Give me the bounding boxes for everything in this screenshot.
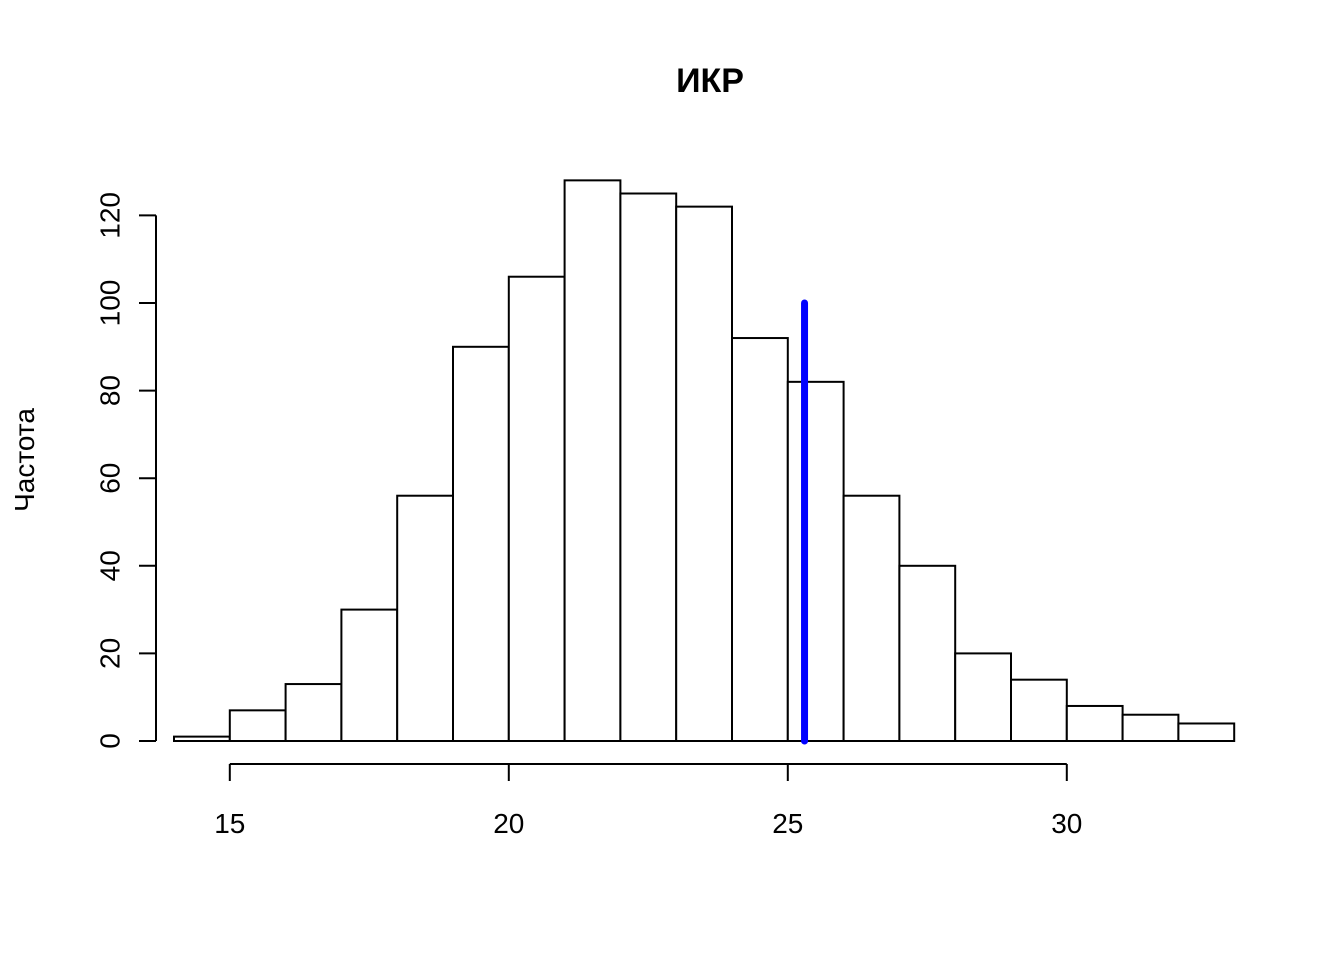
histogram-bar [284, 683, 343, 742]
histogram-bar [675, 205, 734, 742]
y-tick-label: 80 [95, 375, 126, 406]
histogram-bar [842, 494, 901, 742]
histogram-bar [507, 275, 566, 742]
histogram-bar [1177, 722, 1236, 742]
histogram-bar [228, 709, 287, 743]
bars-group [173, 179, 1236, 743]
histogram-bar [1065, 704, 1124, 743]
histogram-bar [452, 345, 510, 742]
chart-title: ИКР [676, 62, 744, 100]
histogram-bar [563, 179, 622, 743]
y-tick-label: 120 [95, 192, 126, 239]
histogram-bar [1121, 713, 1180, 742]
histogram-bar [619, 192, 678, 742]
y-tick-label: 60 [95, 463, 126, 494]
histogram-bar [898, 564, 957, 742]
y-tick-label: 40 [95, 550, 126, 581]
y-tick-label: 0 [95, 733, 126, 749]
histogram-bar [173, 735, 231, 742]
y-tick-label: 20 [95, 638, 126, 669]
y-axis-title: Частота [9, 408, 40, 512]
x-tick-label: 15 [214, 808, 245, 839]
y-tick-label: 100 [95, 280, 126, 327]
histogram-bar [731, 337, 789, 742]
x-tick-label: 30 [1051, 808, 1082, 839]
histogram-bar [786, 380, 845, 742]
histogram-bar [396, 494, 455, 742]
histogram-bar [1010, 678, 1068, 742]
y-axis: 0 20 40 60 80 100 120 [95, 192, 157, 749]
histogram-bar [340, 608, 399, 742]
histogram-bar [954, 652, 1013, 743]
x-tick-label: 20 [493, 808, 524, 839]
x-axis: 15 20 25 30 [214, 763, 1082, 839]
x-tick-label: 25 [772, 808, 803, 839]
